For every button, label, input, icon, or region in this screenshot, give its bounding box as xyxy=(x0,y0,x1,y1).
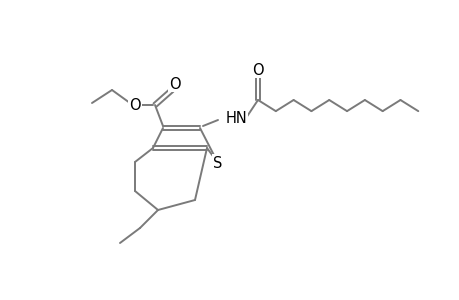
Text: O: O xyxy=(252,62,263,77)
Text: O: O xyxy=(169,76,180,92)
Text: HN: HN xyxy=(225,110,247,125)
Text: S: S xyxy=(213,155,222,170)
Text: O: O xyxy=(129,98,140,112)
